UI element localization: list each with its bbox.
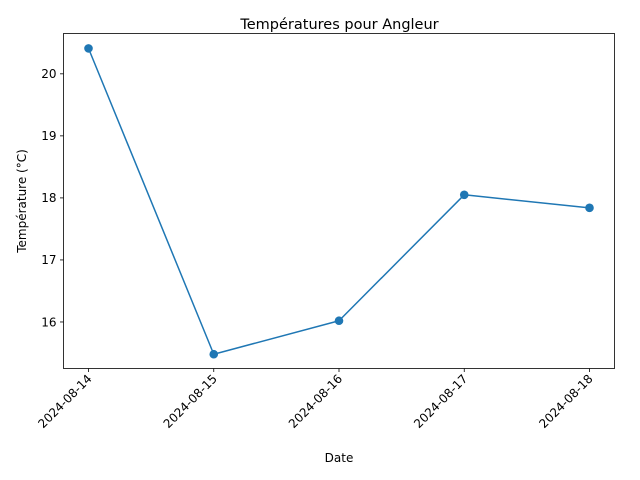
data-point	[209, 349, 219, 359]
x-axis-label: Date	[325, 451, 354, 465]
y-tick-label: 16	[41, 315, 56, 329]
data-point	[334, 316, 344, 326]
chart-title: Températures pour Angleur	[239, 17, 438, 33]
data-point	[84, 44, 93, 53]
y-axis: 16 17 18 19 20	[41, 67, 64, 329]
y-tick-label: 19	[41, 129, 56, 143]
data-point	[459, 190, 469, 200]
y-axis-label: Température (°C)	[15, 149, 29, 254]
y-tick-label: 18	[41, 191, 56, 205]
data-point	[585, 203, 594, 213]
series-temperature	[84, 44, 594, 359]
y-tick-label: 20	[41, 67, 56, 81]
y-tick-label: 17	[41, 253, 56, 267]
